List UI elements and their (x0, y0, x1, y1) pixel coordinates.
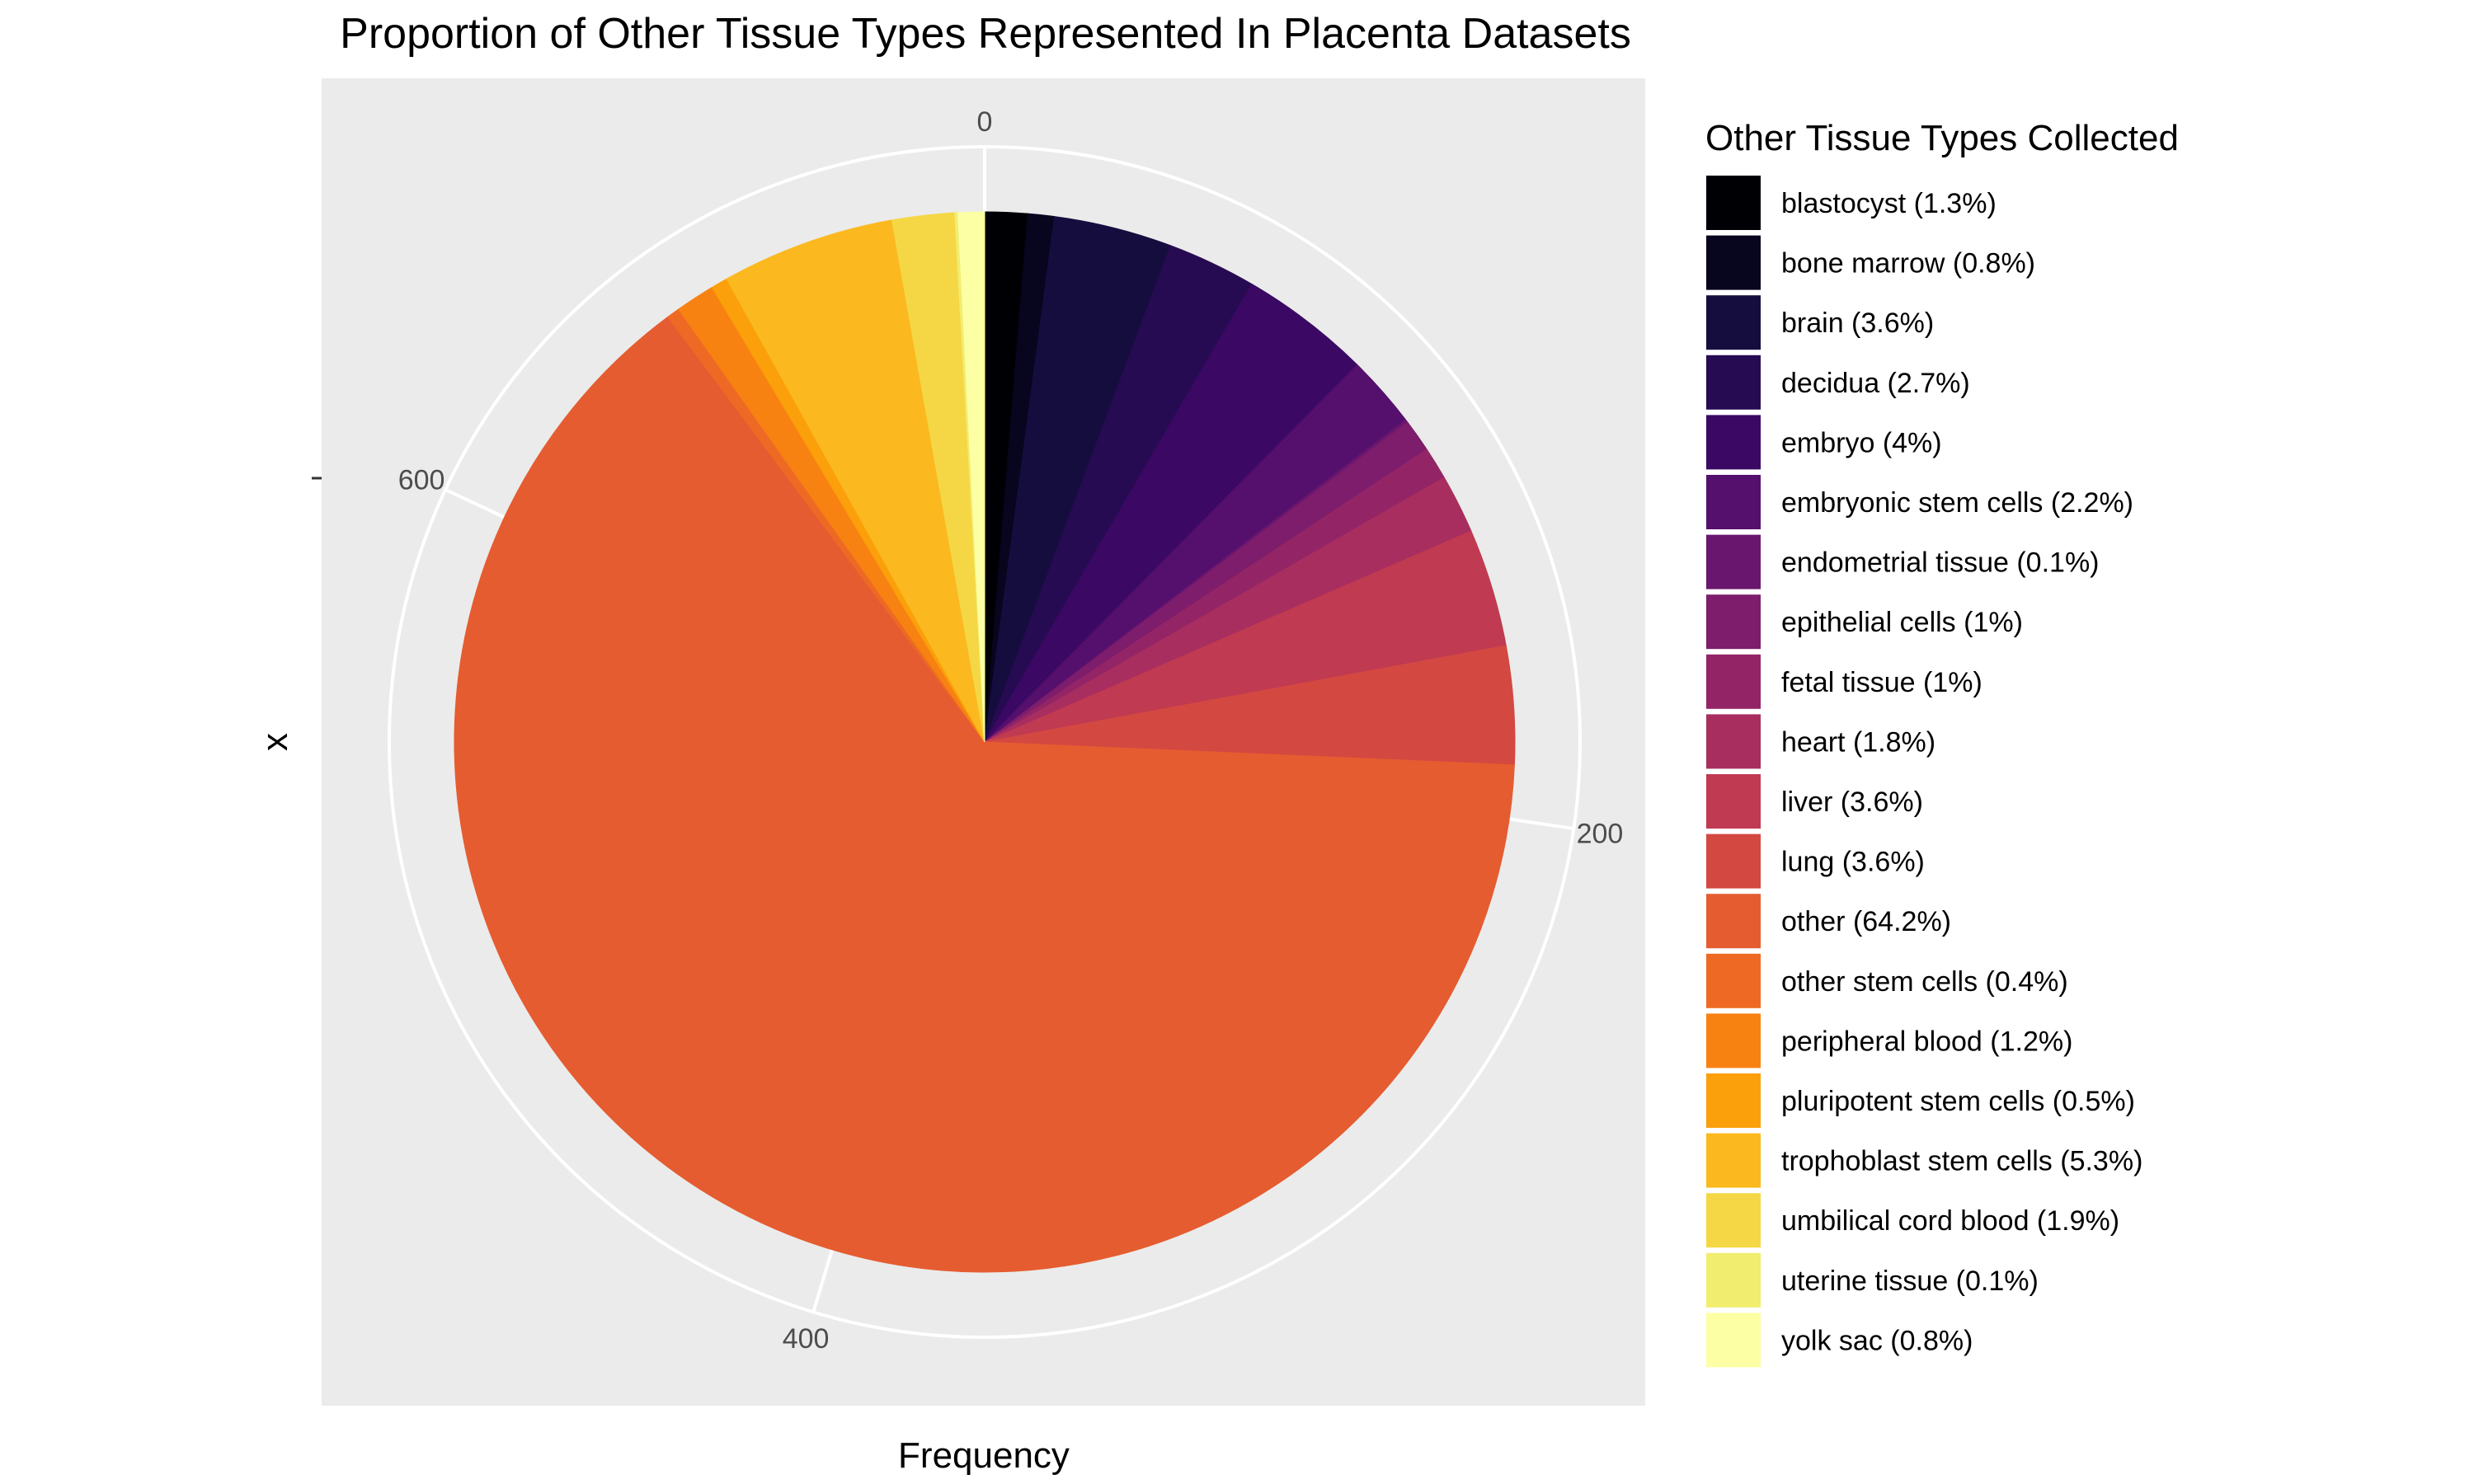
legend-swatch (1705, 353, 1762, 411)
legend-swatch (1705, 294, 1762, 352)
chart-title: Proportion of Other Tissue Types Represe… (340, 10, 1631, 58)
x-axis-label: Frequency (898, 1435, 1070, 1476)
legend-label: endometrial tissue (0.1%) (1781, 547, 2100, 579)
legend-label: fetal tissue (1%) (1781, 667, 1982, 698)
y-axis-label: x (255, 733, 295, 751)
legend-label: brain (3.6%) (1781, 308, 1934, 339)
legend-label: pluripotent stem cells (0.5%) (1781, 1086, 2135, 1117)
pie-slice (957, 211, 985, 743)
legend-swatch (1705, 1131, 1762, 1190)
outer-grid-ring (388, 145, 1582, 1339)
legend-swatch (1705, 413, 1762, 472)
legend-label: blastocyst (1.3%) (1781, 188, 1997, 219)
legend-label: uterine tissue (0.1%) (1781, 1266, 2039, 1297)
legend-label: umbilical cord blood (1.9%) (1781, 1205, 2119, 1237)
legend-label: trophoblast stem cells (5.3%) (1781, 1146, 2142, 1177)
legend-label: embryo (4%) (1781, 427, 1942, 458)
radial-tick-label: 0 (977, 106, 993, 138)
pie-slice (726, 219, 985, 743)
legend-label: other (64.2%) (1781, 906, 1951, 937)
legend-label: peripheral blood (1.2%) (1781, 1026, 2072, 1057)
legend: blastocyst (1.3%) bone marrow (0.8%) brain… (1705, 174, 2142, 1369)
legend-swatch (1705, 174, 1762, 232)
legend-swatch (1705, 1191, 1762, 1250)
legend-swatch (1705, 533, 1762, 591)
radial-tick-label: 400 (783, 1323, 830, 1355)
legend-swatch (1705, 1251, 1762, 1309)
legend-swatch (1705, 1072, 1762, 1129)
legend-label: liver (3.6%) (1781, 787, 1923, 818)
legend-swatch (1705, 473, 1762, 531)
radial-tick-label: 200 (1577, 819, 1624, 850)
legend-swatch (1705, 233, 1762, 292)
legend-swatch (1705, 1311, 1762, 1369)
legend-swatch (1705, 832, 1762, 890)
legend-swatch (1705, 593, 1762, 651)
legend-title: Other Tissue Types Collected (1705, 118, 2179, 158)
legend-swatch (1705, 652, 1762, 711)
radial-tick-label: 600 (398, 464, 445, 495)
legend-label: heart (1.8%) (1781, 726, 1935, 758)
legend-label: lung (3.6%) (1781, 847, 1925, 878)
legend-label: other stem cells (0.4%) (1781, 966, 2068, 998)
pie-slice (454, 316, 1515, 1273)
legend-swatch (1705, 892, 1762, 951)
legend-swatch (1705, 773, 1762, 830)
legend-label: bone marrow (0.8%) (1781, 248, 2035, 279)
legend-swatch (1705, 951, 1762, 1010)
legend-label: yolk sac (0.8%) (1781, 1325, 1973, 1356)
slice-layer (454, 211, 1516, 1273)
legend-label: embryonic stem cells (2.2%) (1781, 487, 2133, 519)
legend-label: epithelial cells (1%) (1781, 607, 2023, 638)
legend-swatch (1705, 1012, 1762, 1070)
radial-tick-labels: 0 200 400 600 (398, 106, 1624, 1355)
legend-label: decidua (2.7%) (1781, 368, 1970, 399)
legend-swatch (1705, 712, 1762, 771)
